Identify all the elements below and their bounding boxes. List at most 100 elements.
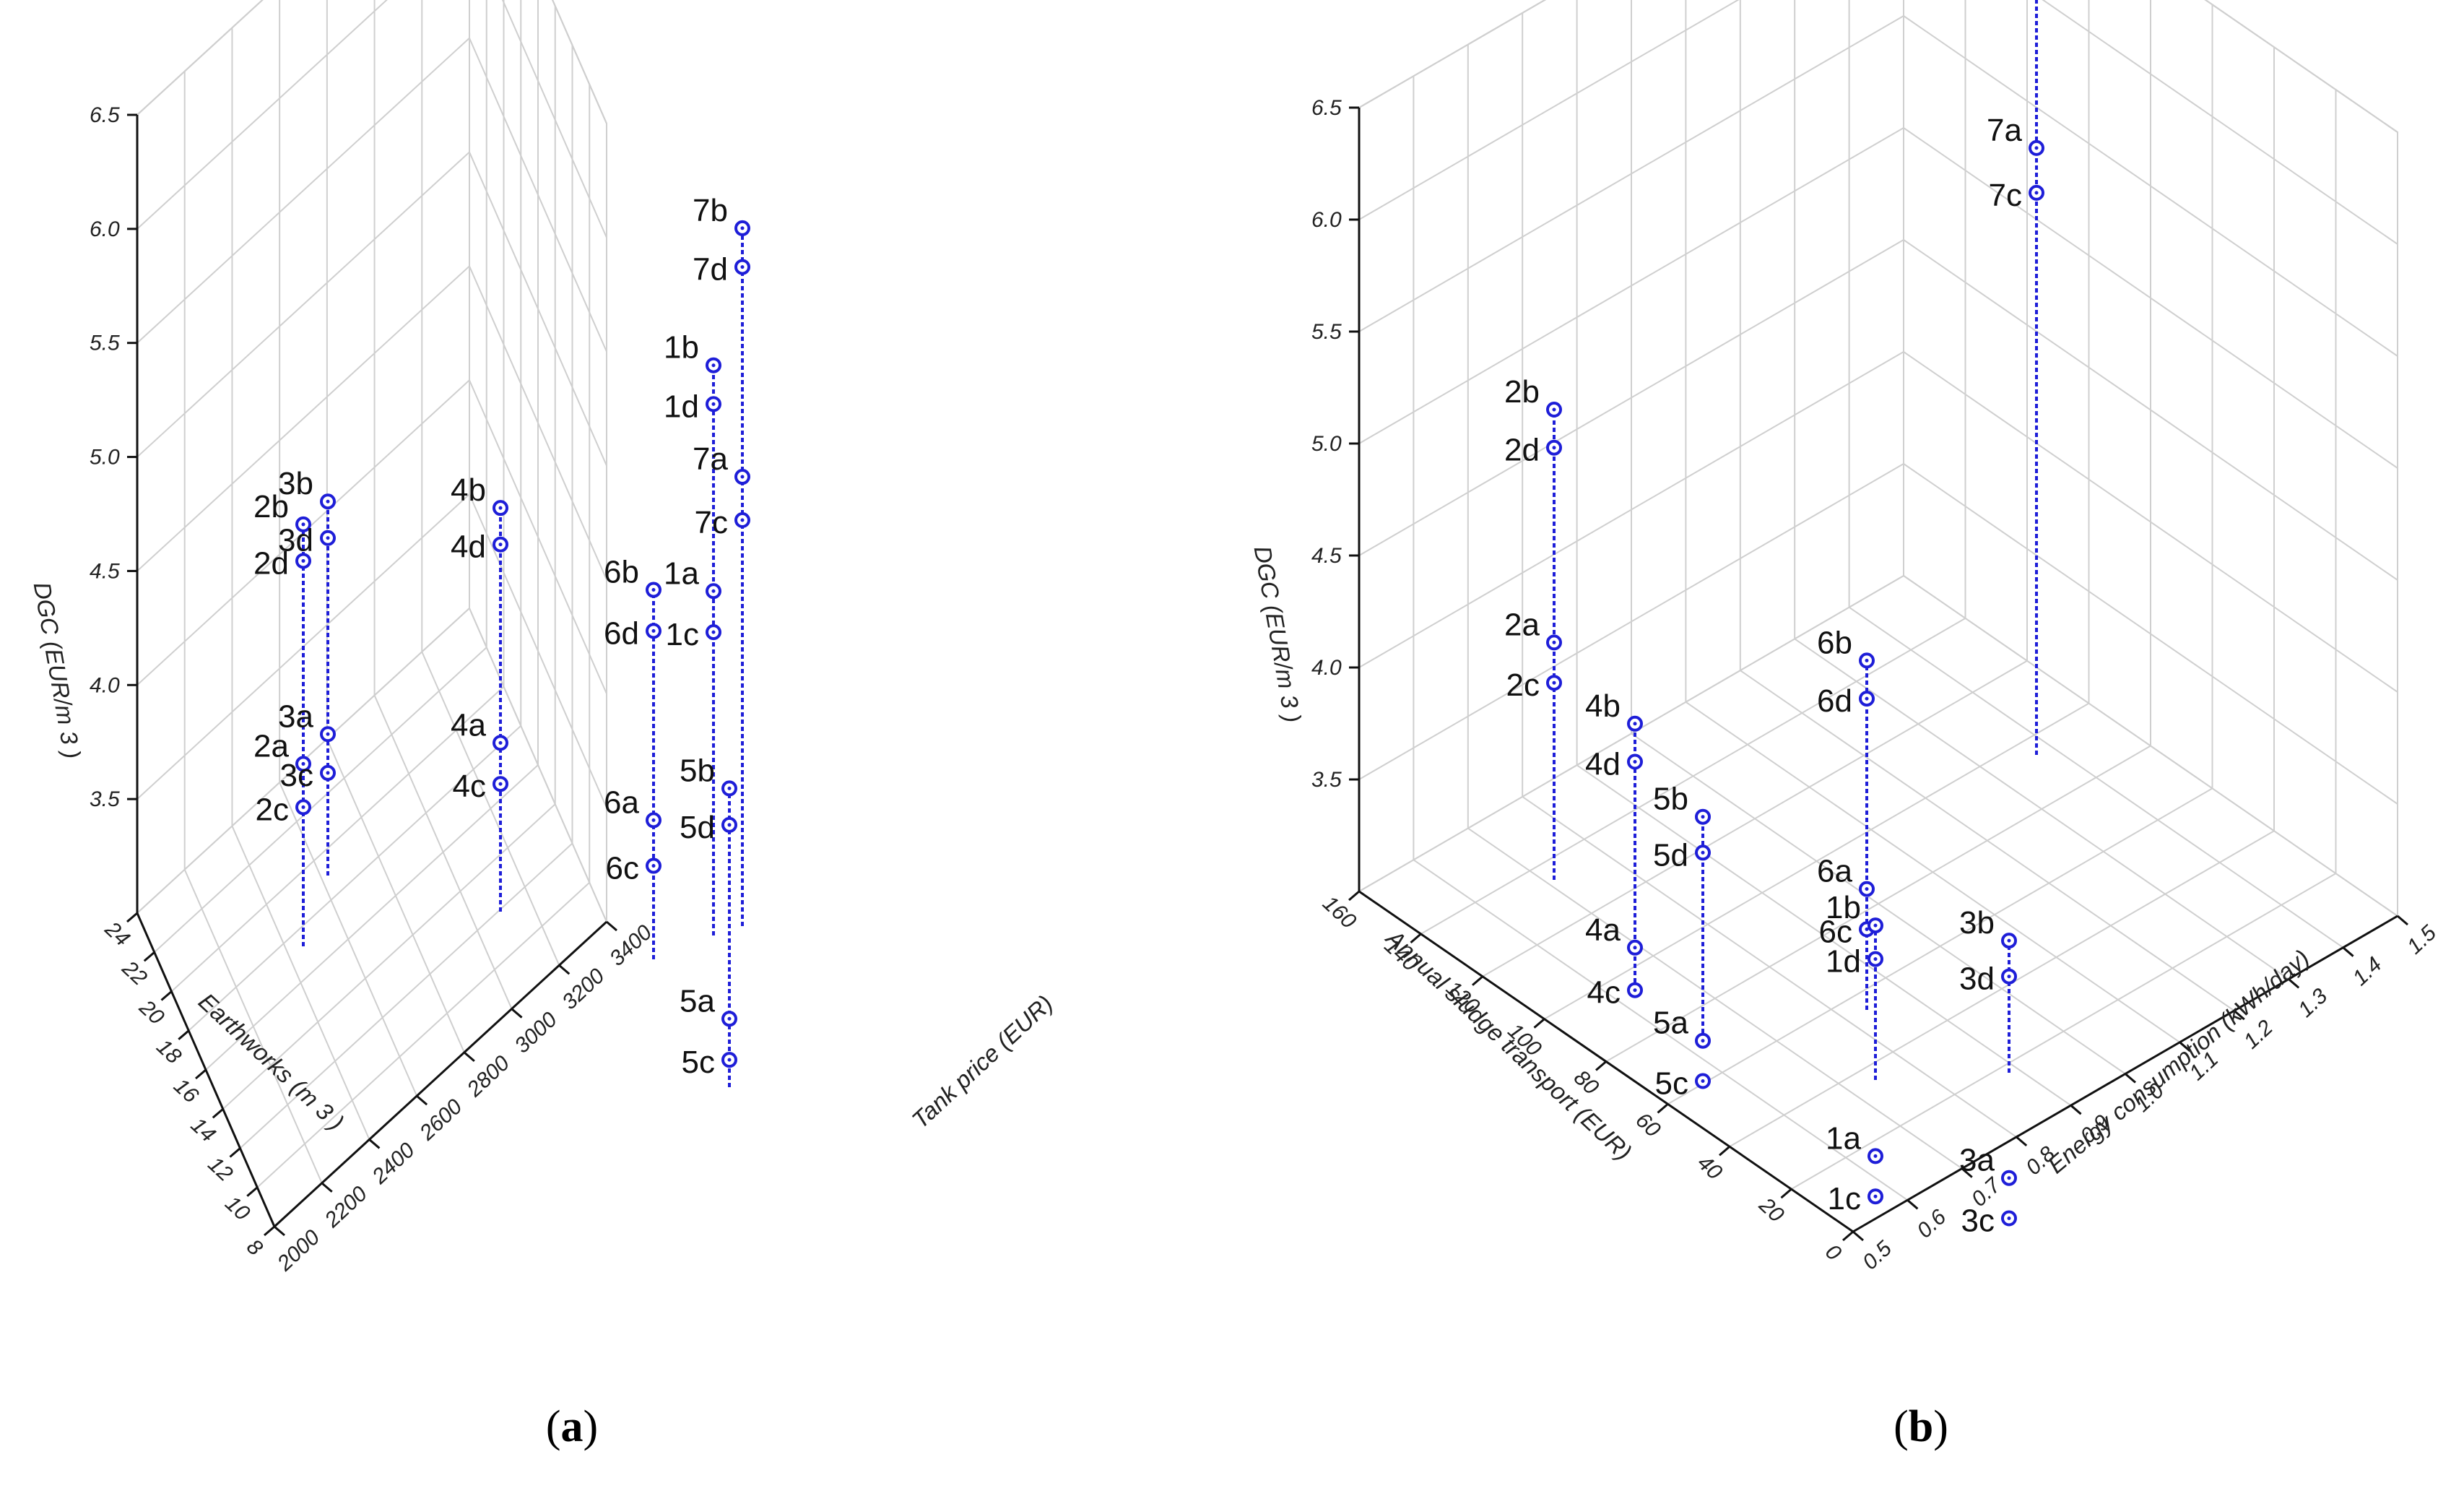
grid-box-edge <box>552 0 607 124</box>
data-point-center <box>1701 1039 1705 1043</box>
data-point-center <box>1552 407 1556 412</box>
x-tick-label: 14 <box>186 1113 220 1147</box>
x-tick-label: 40 <box>1693 1151 1727 1185</box>
grid-line-z <box>136 151 470 458</box>
data-point-center <box>651 628 656 633</box>
point-label-3b: 3b <box>278 466 313 501</box>
z-tick-label: 4.5 <box>1311 544 1342 568</box>
grid-line-z <box>136 37 470 344</box>
grid-box-edge <box>1358 0 1547 108</box>
data-point-center <box>301 522 305 527</box>
y-tick <box>2016 1136 2028 1147</box>
data-point-center <box>498 782 503 786</box>
x-tick <box>1719 1146 1730 1157</box>
z-tick-label: 6.5 <box>90 103 120 127</box>
point-label-3a: 3a <box>1959 1143 1995 1178</box>
chart-panel-b: 3.54.04.55.05.56.06.51601401201008060402… <box>1249 0 2441 1451</box>
z-tick-label: 6.5 <box>1311 96 1342 120</box>
data-point-center <box>711 363 716 368</box>
point-label-7a: 7a <box>1987 113 2022 148</box>
data-point-center <box>2007 1216 2011 1220</box>
point-label-4c: 4c <box>453 769 486 804</box>
x-tick <box>1348 890 1360 902</box>
point-label-4d: 4d <box>451 530 486 565</box>
x-tick <box>1657 1103 1669 1114</box>
y-tick <box>368 1138 381 1149</box>
y-tick <box>2125 1073 2136 1084</box>
grid-line-floor <box>1667 787 2213 1105</box>
x-tick <box>1472 975 1483 986</box>
data-point-center <box>1633 946 1637 950</box>
point-label-7c: 7c <box>695 505 728 540</box>
point-label-1c: 1c <box>1828 1181 1861 1216</box>
z-tick-label: 5.0 <box>90 446 120 470</box>
data-point-center <box>498 740 503 745</box>
y-tick <box>1852 1230 1864 1242</box>
x-tick-label: 22 <box>117 956 152 990</box>
z-tick-label: 4.5 <box>90 559 120 583</box>
grid-line-floor <box>205 764 539 1071</box>
data-point-center <box>1633 988 1637 993</box>
data-point-center <box>2007 938 2011 943</box>
z-axis-title: DGC (EUR/m 3 ) <box>29 580 86 761</box>
x-tick-label: 60 <box>1631 1108 1665 1142</box>
x-tick <box>178 1029 190 1040</box>
data-point-center <box>1552 640 1556 644</box>
data-point-center <box>1865 887 1869 891</box>
data-point-center <box>1873 1194 1878 1198</box>
grid-box-edge <box>2204 0 2398 133</box>
data-point-center <box>326 732 330 736</box>
y-tick <box>2342 946 2354 957</box>
grid-line-floor <box>239 842 573 1149</box>
x-tick <box>264 1225 275 1237</box>
y-axis-title: Energy consumption (kWh/day) <box>2042 944 2314 1178</box>
y-axis-title: Tank price (EUR) <box>906 990 1057 1133</box>
y-tick <box>274 1225 285 1237</box>
point-label-6b: 6b <box>604 555 639 590</box>
z-tick-label: 3.5 <box>1311 768 1342 792</box>
stem-group: 2b 2d 2a 2c <box>1504 374 1562 880</box>
grid-line-floor <box>1605 745 2151 1063</box>
z-tick-label: 4.0 <box>1311 656 1342 680</box>
grid-line-floor <box>222 803 556 1110</box>
point-label-5c: 5c <box>1655 1066 1688 1102</box>
x-tick-label: 160 <box>1318 891 1361 933</box>
point-label-5a: 5a <box>680 983 715 1019</box>
y-tick-label: 1.5 <box>2403 921 2441 959</box>
data-point-center <box>727 786 732 790</box>
x-tick-label: 18 <box>152 1034 186 1068</box>
point-label-5b: 5b <box>1653 782 1688 817</box>
y-tick <box>558 964 571 975</box>
data-point-center <box>498 543 503 547</box>
y-tick-label: 0.6 <box>1912 1205 1951 1243</box>
stem-group: 4b 4d 4a 4c <box>451 472 508 912</box>
data-point-center <box>1552 446 1556 450</box>
data-point-center <box>651 864 656 868</box>
grid-line-floor <box>1358 575 1904 892</box>
point-label-5a: 5a <box>1653 1006 1688 1041</box>
data-point-center <box>326 536 330 540</box>
stem-group: 1b 1d 1a 1c <box>1826 890 1883 1216</box>
x-tick <box>1410 933 1422 944</box>
x-tick-label: 16 <box>169 1074 203 1108</box>
point-label-6c: 6c <box>606 851 639 886</box>
data-point-center <box>1701 815 1705 819</box>
y-axis-line <box>273 920 608 1228</box>
stem-group: 4b 4d 4a 4c <box>1585 688 1643 1011</box>
point-label-7a: 7a <box>693 441 728 477</box>
data-point-center <box>1873 923 1878 928</box>
data-point-center <box>651 588 656 592</box>
point-label-3c: 3c <box>1961 1203 1995 1239</box>
point-label-2c: 2c <box>1506 667 1540 703</box>
point-label-6a: 6a <box>1817 854 1852 889</box>
y-tick <box>2397 915 2408 926</box>
point-label-5b: 5b <box>680 753 715 788</box>
grid-box-edge <box>136 0 264 116</box>
data-point-center <box>1865 927 1869 931</box>
grid-line-floor <box>256 882 590 1188</box>
point-label-1b: 1b <box>664 330 699 366</box>
